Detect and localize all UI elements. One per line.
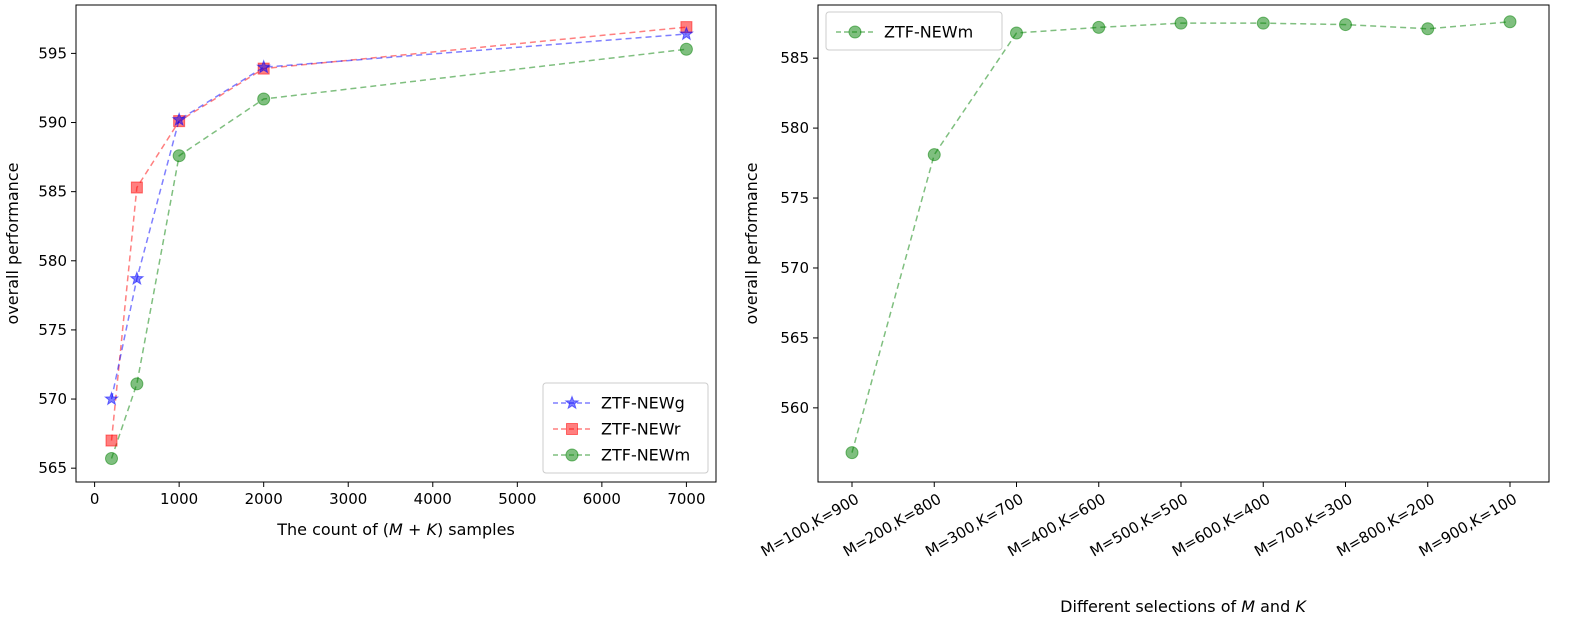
right-chart: M=100,K=900M=200,K=800M=300,K=700M=400,K…: [742, 4, 1550, 616]
legend-marker-0: [564, 395, 580, 410]
y-tick-label: 570: [780, 259, 809, 277]
y-tick-label: 585: [38, 183, 67, 201]
legend-marker-2: [565, 448, 579, 462]
data-point-ZTF-NEWm: [172, 149, 186, 163]
y-tick-label: 595: [38, 44, 67, 62]
x-axis-label-part: and: [1255, 597, 1295, 616]
data-point-ZTF-NEWm: [1256, 16, 1270, 30]
y-tick-label: 590: [38, 114, 67, 132]
x-axis-label-part: The count of (: [276, 520, 389, 539]
data-point-ZTF-NEWm: [1174, 16, 1188, 30]
x-axis-label-part: M: [389, 520, 403, 539]
data-point-ZTF-NEWm: [257, 92, 271, 106]
x-axis-label-part: K: [1295, 597, 1307, 616]
data-point-ZTF-NEWm: [927, 148, 941, 162]
y-axis-label: overall performance: [742, 163, 761, 325]
data-point-ZTF-NEWr: [130, 181, 143, 194]
x-axis-label-part: Different selections of: [1060, 597, 1241, 616]
y-tick-label: 560: [780, 399, 809, 417]
y-tick-label: 565: [780, 329, 809, 347]
data-point-ZTF-NEWm: [1503, 15, 1517, 29]
data-point-ZTF-NEWm: [679, 42, 693, 56]
x-tick-label: 1000: [160, 490, 198, 508]
series-line-ZTF-NEWg: [110, 33, 687, 400]
y-tick-label: 575: [38, 321, 67, 339]
y-axis-label: overall performance: [3, 163, 22, 325]
x-axis-label-part: K: [426, 520, 438, 539]
series-line-ZTF-NEWr: [110, 26, 687, 441]
data-point-ZTF-NEWg: [678, 26, 694, 41]
legend-label-1: ZTF-NEWr: [601, 420, 681, 439]
x-tick-label: 5000: [498, 490, 536, 508]
data-point-ZTF-NEWm: [130, 377, 144, 391]
legend-box: [542, 382, 709, 474]
legend-label-0: ZTF-NEWg: [601, 394, 685, 413]
plot-frame: [75, 4, 717, 483]
y-tick-label: 580: [38, 252, 67, 270]
data-point-ZTF-NEWg: [256, 59, 272, 74]
y-tick-label: 585: [780, 49, 809, 67]
data-point-ZTF-NEWg: [129, 270, 145, 286]
y-tick-label: 575: [780, 189, 809, 207]
plot-frame: [817, 4, 1550, 483]
x-axis-label-part: M: [1241, 597, 1255, 616]
data-point-ZTF-NEWm: [845, 446, 859, 460]
x-tick-label: 0: [90, 490, 100, 508]
x-axis-label: Different selections of M and K: [1060, 597, 1307, 616]
data-point-ZTF-NEWm: [1092, 20, 1106, 34]
legend-marker-0: [848, 25, 862, 39]
x-axis-label-part: +: [403, 520, 427, 539]
data-point-ZTF-NEWg: [171, 111, 187, 127]
data-point-ZTF-NEWr: [105, 434, 118, 447]
x-tick-label: 2000: [245, 490, 283, 508]
legend-label-2: ZTF-NEWm: [601, 446, 690, 465]
y-tick-label: 565: [38, 459, 67, 477]
data-point-ZTF-NEWm: [1339, 18, 1352, 32]
legend-box: [825, 11, 1003, 51]
data-point-ZTF-NEWm: [105, 451, 119, 465]
legend-marker-1: [566, 423, 578, 435]
y-tick-label: 570: [38, 390, 67, 408]
x-tick-label: 4000: [414, 490, 452, 508]
data-point-ZTF-NEWg: [103, 391, 120, 406]
x-axis-label-part: ) samples: [437, 520, 515, 539]
x-tick-label: 7000: [667, 490, 705, 508]
data-point-ZTF-NEWm: [1421, 22, 1435, 36]
x-tick-label: 6000: [583, 490, 621, 508]
x-tick-label: 3000: [329, 490, 367, 508]
x-axis-label: The count of (M + K) samples: [276, 520, 515, 539]
data-point-ZTF-NEWm: [1010, 26, 1023, 40]
y-tick-label: 580: [780, 119, 809, 137]
series-line-ZTF-NEWm: [851, 21, 1511, 453]
left-chart: 0 1000 2000 3000 4000 5000 6000 7000 565 570 575 58…: [3, 4, 717, 539]
legend-label-0: ZTF-NEWm: [884, 23, 973, 42]
